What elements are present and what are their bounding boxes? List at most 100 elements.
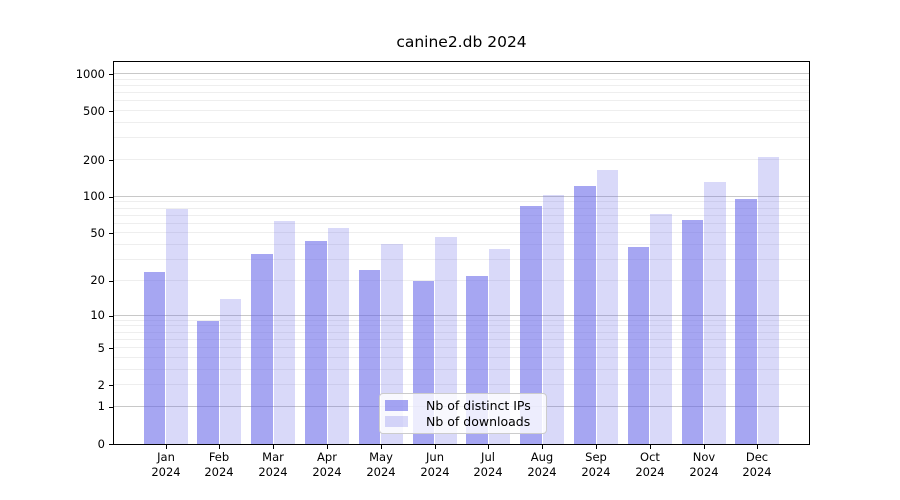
gridline-minor-600 [114,100,809,101]
y-tick-label-50: 50 [90,226,105,240]
x-tick-label-may: May 2024 [366,450,396,479]
legend-item-nb-of-distinct-ips: Nb of distinct IPs [385,398,540,414]
x-tick-label-sep: Sep 2024 [581,450,611,479]
x-tick-mark-mar [273,445,274,449]
bar-nb-of-distinct-ips-jan [143,271,166,444]
y-tick-label-5: 5 [97,341,105,355]
x-tick-label-aug: Aug 2024 [527,450,557,479]
gridline-minor-3 [114,369,809,370]
gridline-minor-4 [114,357,809,358]
bar-nb-of-distinct-ips-dec [735,198,757,444]
bar-nb-of-distinct-ips-nov [681,219,704,444]
gridline-major-1000 [114,73,809,74]
y-tick-label-500: 500 [83,104,105,118]
x-tick-label-apr: Apr 2024 [312,450,342,479]
bar-nb-of-downloads-aug [542,194,565,444]
y-tick-label-1000: 1000 [75,67,105,81]
bar-nb-of-downloads-apr [327,227,349,444]
bar-nb-of-downloads-oct [650,213,672,444]
gridline-minor-90 [114,201,809,202]
gridline-minor-70 [114,215,809,216]
x-tick-mark-jul [488,445,489,449]
gridline-minor-300 [114,137,809,138]
x-tick-label-jun: Jun 2024 [420,450,450,479]
bar-nb-of-downloads-mar [273,220,296,444]
x-tick-label-jan: Jan 2024 [151,450,181,479]
y-tick-mark-50 [109,233,113,234]
gridline-minor-8 [114,325,809,326]
x-tick-mark-apr [327,445,328,449]
x-tick-mark-dec [757,445,758,449]
y-tick-label-2: 2 [97,378,105,392]
gridline-minor-500 [114,110,809,111]
x-tick-label-nov: Nov 2024 [689,450,719,479]
gridline-minor-800 [114,85,809,86]
y-tick-mark-20 [109,281,113,282]
bar-nb-of-distinct-ips-aug [520,205,542,444]
x-tick-mark-nov [704,445,705,449]
x-tick-mark-may [381,445,382,449]
x-tick-mark-feb [219,445,220,449]
y-tick-mark-100 [109,197,113,198]
y-tick-mark-2 [109,385,113,386]
bar-nb-of-downloads-nov [704,181,726,444]
gridline-minor-400 [114,122,809,123]
gridline-minor-7 [114,332,809,333]
y-tick-label-0: 0 [97,437,105,451]
bar-nb-of-distinct-ips-oct [627,246,650,444]
y-tick-label-100: 100 [83,189,105,203]
legend-swatch-nb-of-distinct-ips [385,400,408,412]
gridline-minor-20 [114,280,809,281]
bar-nb-of-distinct-ips-mar [251,253,273,444]
x-tick-mark-sep [596,445,597,449]
x-tick-label-feb: Feb 2024 [204,450,234,479]
y-tick-label-20: 20 [90,273,105,287]
y-tick-mark-5 [109,348,113,349]
legend-item-nb-of-downloads: Nb of downloads [385,414,540,430]
chart-title: canine2.db 2024 [396,33,527,51]
gridline-minor-900 [114,79,809,80]
y-tick-mark-200 [109,160,113,161]
y-tick-label-1: 1 [97,399,105,413]
y-tick-mark-500 [109,111,113,112]
gridline-minor-80 [114,208,809,209]
bar-nb-of-downloads-sep [596,170,618,444]
gridline-minor-9 [114,320,809,321]
y-tick-label-200: 200 [83,153,105,167]
gridline-major-100 [114,196,809,197]
x-tick-label-dec: Dec 2024 [742,450,772,479]
x-tick-mark-aug [542,445,543,449]
plot-area [113,61,810,445]
y-tick-label-10: 10 [90,308,105,322]
gridline-minor-700 [114,92,809,93]
legend-label-nb-of-downloads: Nb of downloads [426,413,531,429]
bar-nb-of-downloads-jun [435,236,457,444]
y-tick-mark-1 [109,407,113,408]
x-tick-mark-oct [650,445,651,449]
gridline-minor-60 [114,223,809,224]
x-tick-label-mar: Mar 2024 [258,450,288,479]
gridline-minor-30 [114,259,809,260]
bar-nb-of-downloads-feb [219,299,242,444]
bar-nb-of-distinct-ips-apr [305,241,327,444]
x-tick-mark-jun [435,445,436,449]
bar-nb-of-downloads-dec [757,157,780,444]
bar-nb-of-downloads-jan [166,209,188,444]
bar-nb-of-distinct-ips-feb [197,320,219,444]
y-tick-mark-1000 [109,74,113,75]
legend-label-nb-of-distinct-ips: Nb of distinct IPs [426,398,531,414]
y-tick-mark-10 [109,316,113,317]
bar-nb-of-distinct-ips-sep [574,186,596,444]
legend-swatch-nb-of-downloads [385,415,408,427]
bar-nb-of-distinct-ips-may [358,269,381,444]
legend: Nb of distinct IPs Nb of downloads [379,393,547,434]
gridline-minor-50 [114,232,809,233]
x-tick-mark-jan [166,445,167,449]
gridline-minor-5 [114,347,809,348]
gridline-minor-40 [114,244,809,245]
gridline-major-10 [114,315,809,316]
gridline-minor-2 [114,384,809,385]
y-tick-mark-0 [109,444,113,445]
gridline-minor-200 [114,159,809,160]
